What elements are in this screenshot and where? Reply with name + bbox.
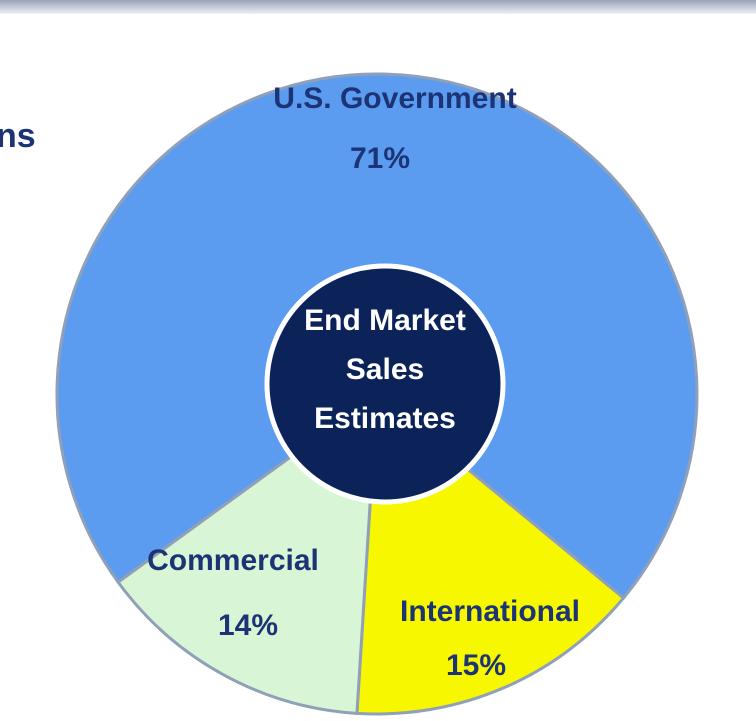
slice-value: 15% [446,649,506,682]
center-label: End Market [304,304,466,337]
slice-name: U.S. Government [273,82,516,115]
top-band [0,0,756,14]
slice-value: 14% [218,609,278,642]
center-label: Estimates [314,402,456,435]
center-disc [264,263,506,505]
center-label: Sales [346,353,424,386]
annotation: ns [0,117,36,155]
slice-value: 71% [350,142,410,175]
slice-name: International [400,595,580,628]
labels: International 15% Commercial 14% U.S. Govern… [147,82,580,682]
slice-name: Commercial [147,544,319,577]
